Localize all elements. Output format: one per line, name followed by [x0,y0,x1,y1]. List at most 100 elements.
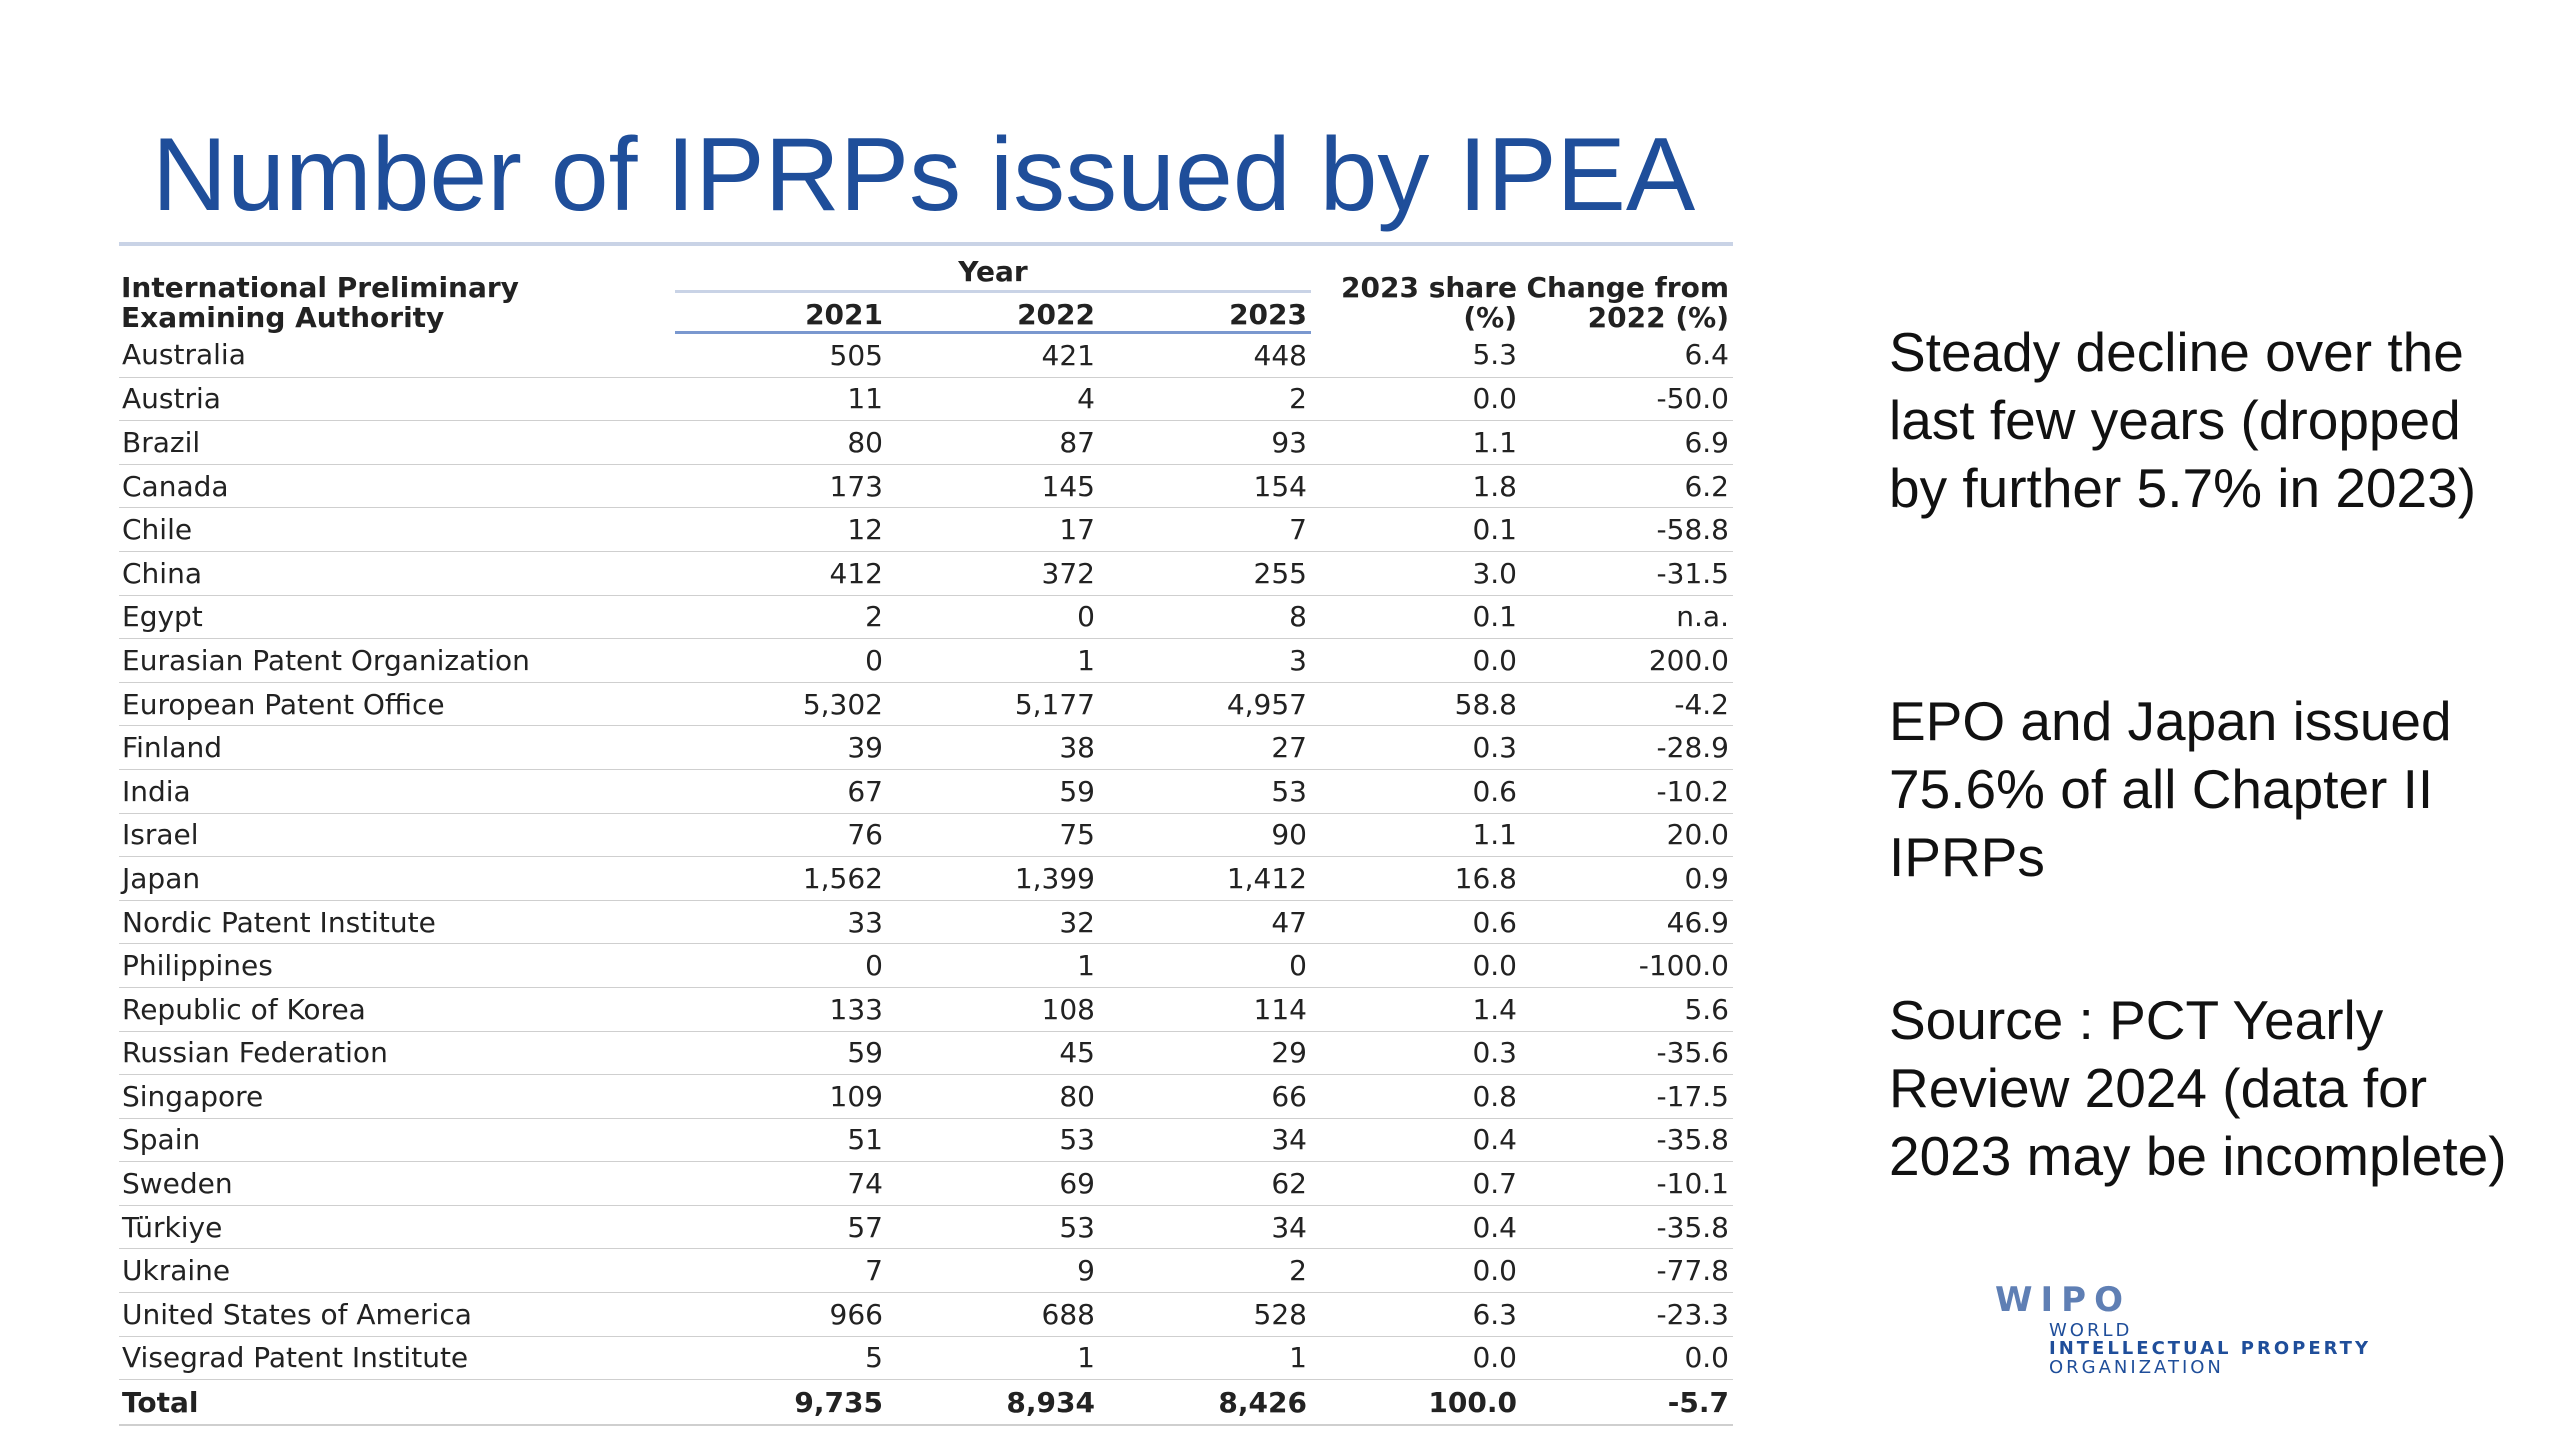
authority-name: Philippines [119,943,675,988]
note-epo-japan: EPO and Japan issued 75.6% of all Chapte… [1889,690,2452,888]
wipo-logo: WIPO WORLD INTELLECTUAL PROPERTY ORGANIZ… [1995,1280,2455,1378]
value-2021: 505 [675,332,887,378]
authority-name: Türkiye [119,1205,675,1250]
value-2021: 133 [675,987,887,1032]
change-from-2022: -10.2 [1521,769,1733,814]
share-2023: 0.0 [1311,377,1521,422]
authority-name: European Patent Office [119,682,675,727]
change-from-2022: -77.8 [1521,1248,1733,1294]
change-from-2022: 200.0 [1521,638,1733,683]
value-2021: 39 [675,725,887,770]
share-2023: 0.3 [1311,1031,1521,1076]
authority-name: Eurasian Patent Organization [119,638,675,683]
table-row: Brazil 80 87 93 1.1 6.9 [119,420,1733,465]
authority-name: Canada [119,464,675,509]
value-2021: 5,302 [675,682,887,727]
value-2023: 114 [1099,987,1311,1032]
change-from-2022: 0.0 [1521,1336,1733,1381]
share-2023: 0.1 [1311,507,1521,552]
share-2023: 58.8 [1311,682,1521,727]
value-2022: 1 [887,638,1099,683]
value-2022: 69 [887,1161,1099,1206]
value-2023: 66 [1099,1074,1311,1119]
value-2021: 12 [675,507,887,552]
value-2023: 7 [1099,507,1311,552]
value-2021: 412 [675,551,887,596]
value-2022: 32 [887,900,1099,945]
value-2021: 67 [675,769,887,814]
table-row: European Patent Office 5,302 5,177 4,957 58.… [119,682,1733,727]
value-2022: 38 [887,725,1099,770]
change-from-2022: -35.6 [1521,1031,1733,1076]
change-from-2022: 0.9 [1521,856,1733,901]
value-2021: 33 [675,900,887,945]
note-source: Source : PCT Yearly Review 2024 (data fo… [1889,989,2507,1187]
share-2023: 0.4 [1311,1118,1521,1163]
share-2023: 0.0 [1311,1248,1521,1294]
value-2023: 27 [1099,725,1311,770]
value-2022: 0 [887,595,1099,640]
table-row: Japan 1,562 1,399 1,412 16.8 0.9 [119,856,1733,901]
table-row: Eurasian Patent Organization 0 1 3 0.0 200.0 [119,638,1733,683]
change-from-2022: n.a. [1521,595,1733,640]
authority-name: Singapore [119,1074,675,1119]
value-2021: 74 [675,1161,887,1206]
share-2023: 1.1 [1311,813,1521,858]
value-2022: 59 [887,769,1099,814]
value-2023: 2 [1099,377,1311,422]
value-2021: 0 [675,943,887,988]
change-from-2022: -58.8 [1521,507,1733,552]
share-2023: 0.0 [1311,943,1521,988]
table-row: Visegrad Patent Institute 5 1 1 0.0 0.0 [119,1336,1733,1381]
total-2023: 8,426 [1099,1379,1311,1427]
header-change: Change from 2022 (%) [1526,270,1730,334]
change-from-2022: -4.2 [1521,682,1733,727]
value-2021: 51 [675,1118,887,1163]
value-2023: 47 [1099,900,1311,945]
value-2021: 80 [675,420,887,465]
value-2022: 421 [887,332,1099,378]
change-from-2022: -31.5 [1521,551,1733,596]
share-2023: 0.1 [1311,595,1521,640]
value-2022: 53 [887,1118,1099,1163]
authority-name: Brazil [119,420,675,465]
share-2023: 0.3 [1311,725,1521,770]
value-2021: 109 [675,1074,887,1119]
wipo-logo-line-world: WORLD [2049,1320,2133,1341]
value-2023: 53 [1099,769,1311,814]
share-2023: 0.6 [1311,900,1521,945]
change-from-2022: -23.3 [1521,1292,1733,1337]
value-2021: 57 [675,1205,887,1250]
value-2023: 1,412 [1099,856,1311,901]
value-2022: 17 [887,507,1099,552]
share-2023: 1.4 [1311,987,1521,1032]
value-2023: 2 [1099,1248,1311,1294]
header-year-2023: 2023 [1099,291,1311,334]
value-2022: 1,399 [887,856,1099,901]
table-row: Egypt 2 0 8 0.1 n.a. [119,595,1733,640]
table-row: Israel 76 75 90 1.1 20.0 [119,813,1733,858]
value-2023: 8 [1099,595,1311,640]
value-2023: 448 [1099,332,1311,378]
table-row: Chile 12 17 7 0.1 -58.8 [119,507,1733,552]
change-from-2022: -50.0 [1521,377,1733,422]
authority-name: Ukraine [119,1248,675,1294]
share-2023: 0.7 [1311,1161,1521,1206]
header-share: 2023 share (%) [1341,270,1517,334]
value-2023: 93 [1099,420,1311,465]
table-row: Türkiye 57 53 34 0.4 -35.8 [119,1205,1733,1250]
share-2023: 6.3 [1311,1292,1521,1337]
change-from-2022: -10.1 [1521,1161,1733,1206]
authority-name: Finland [119,725,675,770]
value-2023: 62 [1099,1161,1311,1206]
slide-title: Number of IPRPs issued by IPEA [152,117,1696,233]
authority-name: Egypt [119,595,675,640]
change-from-2022: -100.0 [1521,943,1733,988]
table-row: Austria 11 4 2 0.0 -50.0 [119,377,1733,422]
value-2023: 90 [1099,813,1311,858]
value-2022: 9 [887,1248,1099,1294]
table-row: Finland 39 38 27 0.3 -28.9 [119,725,1733,770]
value-2023: 154 [1099,464,1311,509]
share-2023: 16.8 [1311,856,1521,901]
value-2023: 255 [1099,551,1311,596]
